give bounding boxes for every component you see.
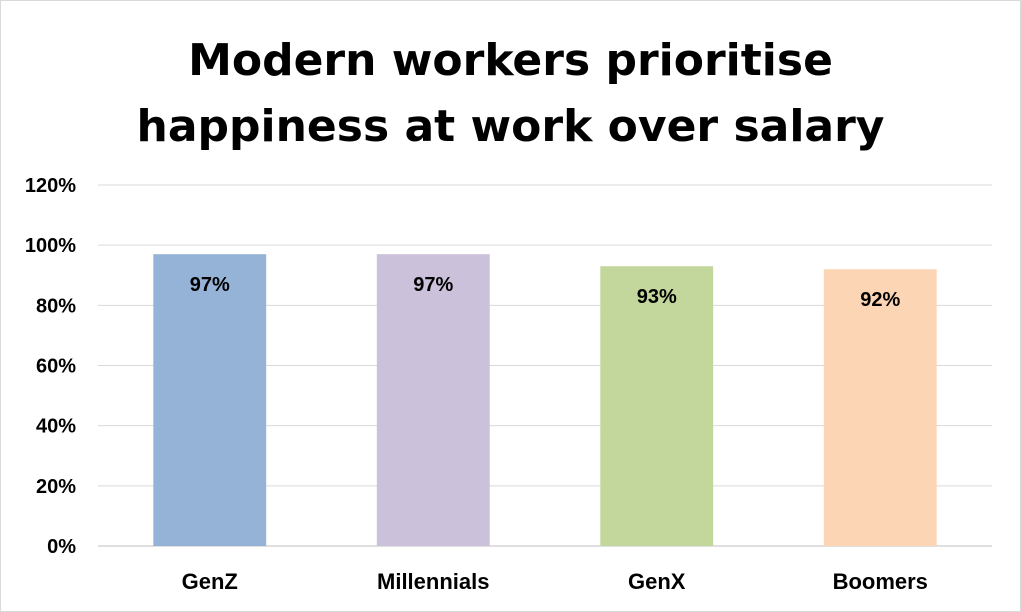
- data-label: 97%: [413, 274, 453, 296]
- x-axis-categories: GenZ Millennials GenX Boomers: [182, 569, 928, 594]
- x-category-label: Boomers: [833, 569, 928, 594]
- y-axis-ticks: 0% 20% 40% 60% 80% 100% 120%: [25, 175, 76, 558]
- y-tick-label: 20%: [36, 476, 76, 498]
- data-label: 92%: [860, 289, 900, 311]
- y-tick-label: 80%: [36, 295, 76, 317]
- y-tick-label: 120%: [25, 175, 76, 197]
- bar-millennials: [376, 254, 490, 547]
- bar-genz: [153, 254, 267, 547]
- bar-genx: [600, 266, 714, 546]
- chart-title-line-2: happiness at work over salary: [136, 101, 885, 152]
- data-labels: 97% 97% 93% 92%: [190, 274, 901, 311]
- bar-boomers: [823, 269, 937, 546]
- bars: [153, 254, 937, 547]
- y-tick-label: 100%: [25, 235, 76, 257]
- data-label: 97%: [190, 274, 230, 296]
- y-tick-label: 40%: [36, 416, 76, 438]
- data-label: 93%: [637, 286, 677, 308]
- chart-title: Modern workers prioritise happiness at w…: [0, 28, 1021, 160]
- chart-title-line-1: Modern workers prioritise: [188, 35, 833, 86]
- y-tick-label: 60%: [36, 356, 76, 378]
- x-category-label: GenZ: [182, 569, 238, 594]
- x-category-label: Millennials: [377, 569, 489, 594]
- x-category-label: GenX: [628, 569, 686, 594]
- y-tick-label: 0%: [47, 536, 76, 558]
